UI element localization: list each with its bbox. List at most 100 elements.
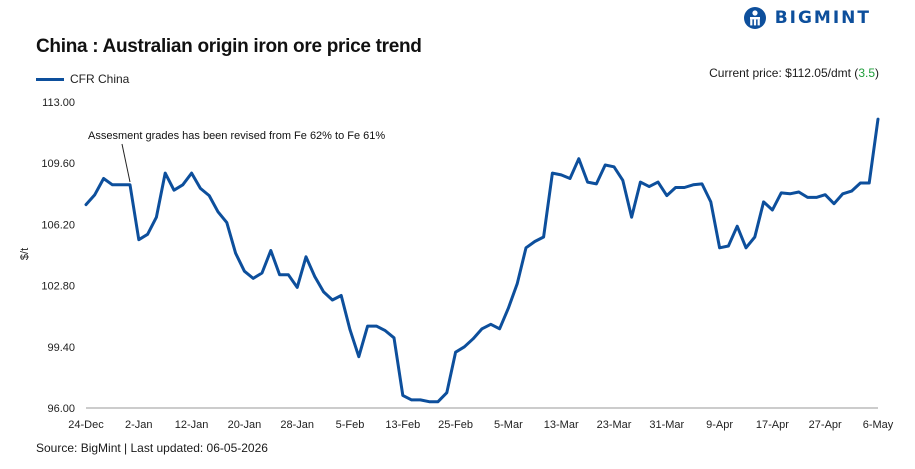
data-point <box>604 163 607 167</box>
data-point <box>120 183 123 186</box>
data-point <box>683 186 686 189</box>
data-point <box>797 190 800 194</box>
data-point <box>586 180 589 184</box>
y-tick-label: 113.00 <box>42 97 75 109</box>
x-tick-label: 28-Jan <box>280 419 314 431</box>
data-point <box>164 171 167 175</box>
data-point <box>296 286 299 289</box>
data-point <box>560 173 563 177</box>
x-tick-label: 5-Feb <box>336 419 365 431</box>
data-point <box>771 208 774 212</box>
data-point <box>322 290 325 294</box>
data-point <box>84 203 88 206</box>
legend-label: CFR China <box>70 72 130 86</box>
x-tick-label: 5-Mar <box>494 419 523 431</box>
data-point <box>489 323 492 326</box>
data-point <box>753 235 756 239</box>
x-tick-label: 13-Feb <box>385 419 420 431</box>
data-point <box>542 235 545 239</box>
y-tick-label: 106.20 <box>41 219 75 231</box>
data-point <box>674 186 677 189</box>
data-point <box>648 185 651 188</box>
data-point <box>278 273 281 276</box>
data-point <box>410 398 413 402</box>
data-point <box>252 277 255 280</box>
x-tick-label: 24-Dec <box>68 419 104 431</box>
data-point <box>665 194 668 197</box>
data-point <box>208 194 211 197</box>
y-axis: 113.00 109.60 106.20 102.80 99.40 96.00 <box>41 97 75 415</box>
data-point <box>260 271 264 275</box>
chart-title: China : Australian origin iron ore price… <box>36 36 422 57</box>
data-point <box>639 180 642 184</box>
annotation-text: Assesment grades has been revised from F… <box>88 130 385 142</box>
data-point <box>419 398 422 402</box>
data-point <box>577 157 580 160</box>
data-point <box>850 189 853 193</box>
data-point <box>269 249 272 252</box>
x-tick-label: 25-Feb <box>438 419 473 431</box>
y-axis-label: $/t <box>19 248 31 260</box>
data-point <box>841 192 844 195</box>
data-point <box>859 181 862 185</box>
data-point <box>392 336 396 339</box>
data-point <box>428 400 431 403</box>
data-point <box>287 273 290 276</box>
data-point <box>348 328 352 331</box>
data-point <box>692 183 695 186</box>
x-tick-label: 2-Jan <box>125 419 153 431</box>
data-point <box>709 200 712 204</box>
y-tick-label: 109.60 <box>41 158 75 170</box>
data-point <box>630 216 633 219</box>
series-group <box>84 117 880 404</box>
data-point <box>375 324 378 328</box>
data-point <box>111 183 114 186</box>
x-tick-label: 31-Mar <box>649 419 684 431</box>
current-price-label: Current price: $112.05/dmt ( <box>709 66 859 80</box>
annotation: Assesment grades has been revised from F… <box>88 130 385 183</box>
data-point <box>93 193 97 196</box>
legend-swatch <box>36 77 64 81</box>
data-point <box>234 252 237 255</box>
data-point <box>331 298 334 302</box>
x-tick-label: 12-Jan <box>175 419 209 431</box>
x-tick-label: 20-Jan <box>228 419 262 431</box>
data-point <box>155 216 158 219</box>
data-point <box>656 180 660 184</box>
data-point <box>243 270 246 273</box>
data-point <box>524 246 528 249</box>
data-point <box>366 324 369 328</box>
data-point <box>507 306 510 310</box>
data-point <box>876 117 880 121</box>
data-point <box>181 183 184 186</box>
y-tick-label: 96.00 <box>47 403 75 415</box>
x-tick-label: 6-May <box>863 419 894 431</box>
data-point <box>304 255 308 258</box>
brand-wordmark: BIGMINT <box>774 8 871 28</box>
data-point <box>718 246 721 249</box>
bigmint-logo-icon <box>743 7 766 29</box>
series-line-cfr-china <box>84 117 880 404</box>
data-point <box>454 351 457 354</box>
data-point <box>700 182 704 186</box>
data-point <box>780 191 783 195</box>
data-point <box>621 179 624 182</box>
data-point <box>137 238 140 241</box>
data-point <box>533 240 536 243</box>
data-point <box>357 355 360 358</box>
x-tick-label: 13-Mar <box>544 419 579 431</box>
x-tick-label: 23-Mar <box>597 419 632 431</box>
x-tick-label: 9-Apr <box>706 419 733 431</box>
data-point <box>340 294 343 297</box>
data-point <box>146 233 149 236</box>
data-point <box>551 171 554 175</box>
data-point <box>445 391 448 394</box>
data-point <box>172 189 176 192</box>
data-point <box>762 200 765 204</box>
data-point <box>480 327 484 330</box>
x-axis: 24-Dec 2-Jan 12-Jan 20-Jan 28-Jan 5-Feb 13-Feb… <box>68 419 894 431</box>
brand-logo: BIGMINT <box>741 6 871 30</box>
current-price-change: 3.5 <box>858 66 875 80</box>
current-price-close: ) <box>875 66 879 80</box>
data-point <box>436 400 440 403</box>
